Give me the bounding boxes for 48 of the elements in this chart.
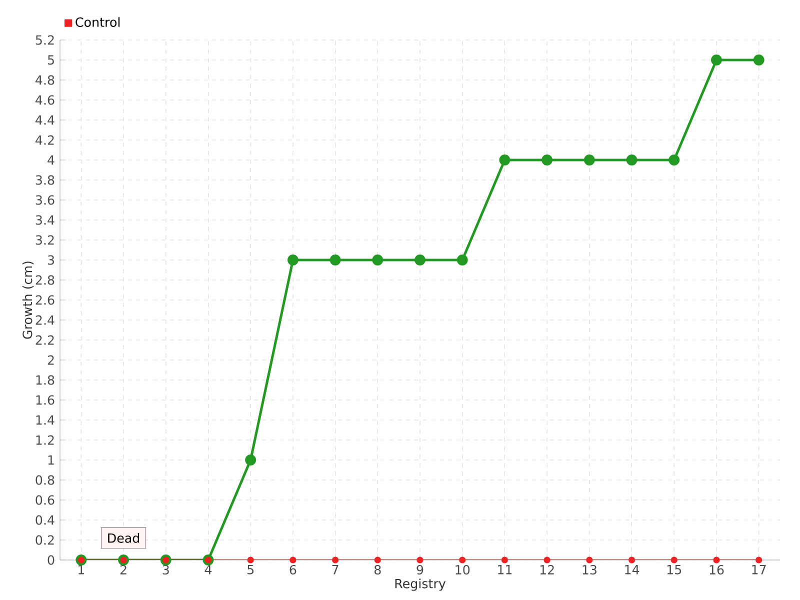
x-tick-label: 12: [540, 564, 554, 574]
y-tick-label: 3.4: [36, 215, 54, 225]
y-tick-label: 3.2: [36, 235, 54, 245]
y-tick-label: 0.4: [36, 515, 54, 525]
x-tick-label: 9: [416, 564, 424, 575]
y-tick-label: 4.4: [36, 115, 54, 125]
y-tick-label: 1: [48, 455, 54, 465]
x-tick-label: 16: [710, 564, 724, 575]
y-tick-label: 2.4: [36, 315, 54, 325]
x-tick-label: 17: [752, 564, 766, 574]
x-tick-label: 13: [582, 564, 596, 575]
y-tick-label: 1.2: [36, 435, 54, 445]
x-tick-label: 1: [78, 564, 84, 574]
x-tick-label: 15: [667, 564, 682, 574]
x-tick-label: 3: [162, 564, 169, 575]
y-tick-label: 2: [48, 355, 54, 365]
y-tick-label: 5.2: [36, 35, 54, 45]
x-tick-label: 14: [625, 564, 640, 574]
x-tick-label: 11: [498, 564, 512, 574]
x-tick-label: 8: [374, 564, 381, 575]
y-tick-label: 0.2: [36, 535, 54, 545]
y-tick-label: 1.6: [36, 395, 54, 405]
y-tick-label: 4.8: [36, 75, 54, 85]
y-tick-label: 3.8: [36, 175, 54, 185]
y-tick-label: 3.6: [36, 195, 54, 205]
y-tick-label: 0: [48, 555, 54, 565]
x-tick-label: 5: [248, 564, 254, 574]
y-tick-label: 1.8: [36, 375, 54, 385]
x-axis-title: Registry: [395, 578, 446, 591]
x-tick-label: 4: [204, 564, 212, 574]
x-tick-label: 7: [332, 564, 338, 574]
y-tick-label: 2.2: [36, 335, 54, 345]
legend-label: Control: [76, 17, 120, 27]
y-tick-label: 0.8: [36, 475, 54, 485]
y-tick-label: 0.6: [36, 495, 54, 505]
annotation: Dead: [108, 533, 140, 543]
y-tick-label: 3: [48, 255, 54, 265]
x-tick-label: 10: [456, 564, 470, 575]
y-tick-label: 2.6: [36, 295, 54, 305]
y-tick-label: 5: [48, 55, 54, 65]
y-tick-label: 1.4: [36, 415, 54, 425]
x-tick-label: 6: [290, 564, 296, 575]
y-tick-label: 4.2: [36, 135, 54, 145]
y-axis-title: Growth (cm): [22, 262, 34, 339]
y-tick-label: 4: [48, 155, 54, 165]
x-tick-label: 2: [120, 564, 126, 574]
y-tick-label: 2.8: [36, 275, 54, 285]
y-tick-label: 4.6: [36, 95, 54, 105]
